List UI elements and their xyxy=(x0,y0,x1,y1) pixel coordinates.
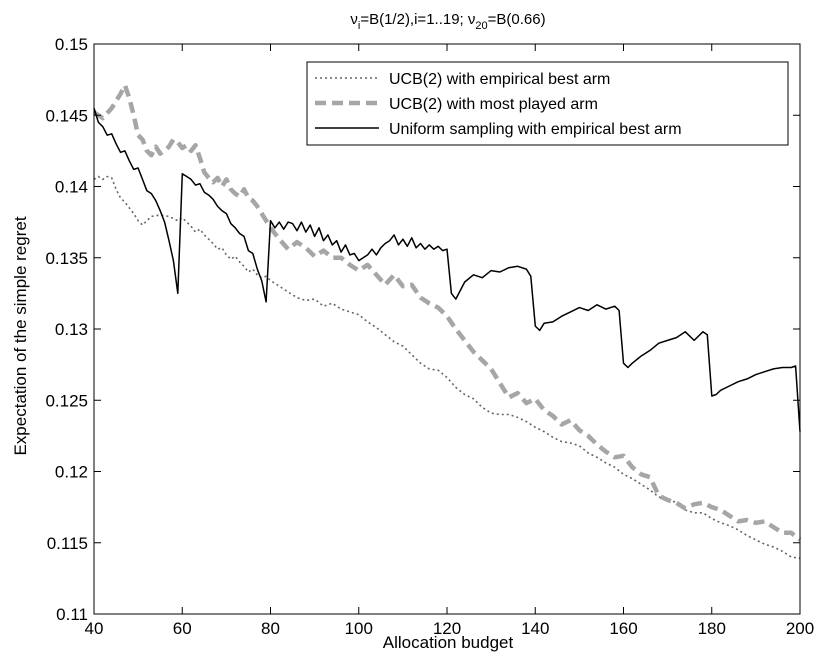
series-line-2 xyxy=(92,83,802,542)
x-tick-label: 80 xyxy=(261,619,280,638)
chart-title: νi=B(1/2),i=1..19; ν20=B(0.66) xyxy=(350,11,545,32)
y-tick-label: 0.13 xyxy=(55,320,88,339)
x-tick-label: 100 xyxy=(345,619,373,638)
x-tick-label: 180 xyxy=(698,619,726,638)
y-tick-label: 0.135 xyxy=(45,249,88,268)
title-sub-20: 20 xyxy=(475,20,487,32)
x-tick-label: 160 xyxy=(609,619,637,638)
y-axis-title: Expectation of the simple regret xyxy=(11,216,30,455)
y-tick-label: 0.125 xyxy=(45,391,88,410)
y-tick-label: 0.14 xyxy=(55,178,88,197)
title-nu-i: ν xyxy=(350,11,358,28)
legend-label-2: UCB(2) with most played arm xyxy=(389,96,598,113)
legend-label-3: Uniform sampling with empirical best arm xyxy=(389,121,682,138)
title-sub-i: i xyxy=(358,20,360,32)
series-layer xyxy=(92,83,802,560)
legend-box xyxy=(306,61,789,146)
axes-layer: 40 60 80 100 120 140 160 180 200 0.11 0.115 0.12 0.1… xyxy=(45,35,814,638)
title-middle: =B(1/2),i=1..19; ν xyxy=(360,11,475,28)
x-tick-label: 140 xyxy=(521,619,549,638)
title-end: =B(0.66) xyxy=(488,11,546,28)
x-tick-label: 60 xyxy=(173,619,192,638)
legend-label-1: UCB(2) with empirical best arm xyxy=(389,71,610,88)
x-axis-title: Allocation budget xyxy=(383,633,514,652)
y-tick-label: 0.115 xyxy=(47,534,88,553)
y-tick-label: 0.12 xyxy=(55,463,88,482)
legend: UCB(2) with empirical best arm UCB(2) wit… xyxy=(306,61,789,146)
y-tick-label: 0.15 xyxy=(55,35,88,54)
y-tick-label: 0.11 xyxy=(56,605,88,624)
x-tick-label: 200 xyxy=(786,619,814,638)
series-line-3 xyxy=(93,107,801,432)
y-tick-label: 0.145 xyxy=(45,106,88,125)
x-tick-label: 120 xyxy=(433,619,461,638)
x-tick-label: 40 xyxy=(85,619,104,638)
